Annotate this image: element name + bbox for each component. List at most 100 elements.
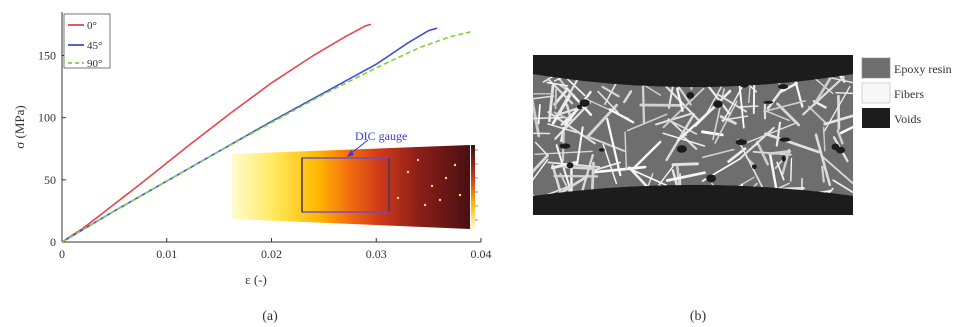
fiber [705, 80, 726, 116]
caption-b: (b) [690, 309, 707, 324]
fiber [714, 100, 738, 144]
void-pore [836, 146, 846, 154]
fiber [823, 114, 853, 126]
material-legend: Epoxy resin Fibers Voids [861, 57, 952, 128]
fiber [739, 126, 775, 159]
y-tick-label: 50 [44, 173, 56, 187]
fiber [837, 94, 841, 130]
void-pore [686, 92, 695, 99]
fiber [559, 84, 576, 97]
fiber [533, 95, 555, 100]
x-tick-label: 0.03 [366, 247, 387, 261]
micro-ct-slice [533, 55, 853, 215]
hotspot [458, 193, 462, 197]
fiber [767, 150, 792, 156]
chart-legend: 0° 45° 90° [63, 13, 111, 70]
void-pore [781, 155, 786, 162]
fiber [555, 144, 574, 199]
void-pore [735, 139, 747, 146]
fiber [655, 112, 693, 126]
hotspot [430, 184, 434, 188]
fiber [533, 97, 541, 138]
x-tick-label: 0.01 [156, 247, 177, 261]
fiber [727, 147, 747, 163]
colorbar-ticks [475, 149, 478, 221]
fiber [601, 85, 620, 98]
fiber [597, 90, 619, 114]
fiber [822, 126, 826, 152]
fiber [835, 92, 853, 95]
dic-gauge-label: DIC gauge [355, 129, 407, 143]
y-axis-label: σ (MPa) [12, 105, 27, 148]
fiber [820, 154, 853, 185]
void-pore [706, 174, 716, 183]
void-pore [598, 148, 605, 152]
fiber [546, 185, 571, 196]
fiber [580, 153, 594, 194]
stress-strain-chart: 0 0.01 0.02 0.03 0.04 0 50 100 150 DIC gauge 0° … [12, 12, 492, 287]
fiber [823, 85, 851, 133]
y-tick-label: 100 [38, 111, 56, 125]
void-pore [577, 104, 582, 110]
legend-box [63, 13, 111, 69]
fiber [776, 161, 785, 181]
fiber [606, 117, 622, 177]
fiber [553, 111, 570, 121]
data-series [62, 23, 471, 242]
x-tick-label: 0.04 [471, 247, 492, 261]
hotspot [453, 163, 457, 167]
fiber [631, 140, 662, 171]
void-pore [713, 100, 723, 108]
fiber [585, 135, 626, 152]
axis-ticks: 0 0.01 0.02 0.03 0.04 0 50 100 150 [38, 49, 492, 261]
x-tick-label: 0.02 [261, 247, 282, 261]
fiber [676, 87, 684, 112]
fiber [662, 87, 705, 129]
dic-gauge-arrowhead [347, 150, 354, 157]
fiber [546, 81, 569, 87]
fiber [555, 75, 581, 119]
fiber [664, 84, 700, 121]
void-pore [752, 164, 757, 169]
fiber [839, 125, 853, 135]
y-tick-label: 0 [50, 235, 56, 249]
fiber [626, 113, 668, 132]
fiber [669, 119, 698, 135]
fiber [768, 153, 778, 191]
fiber [547, 84, 555, 123]
x-axis-label: ε (-) [245, 272, 267, 287]
colorbar [471, 145, 475, 229]
hotspot [406, 170, 410, 174]
fiber [832, 179, 853, 193]
fiber [537, 104, 541, 125]
legend-voids-label: Voids [894, 112, 921, 126]
void-pore [559, 143, 571, 149]
hotspot [416, 158, 420, 162]
legend-epoxy-label: Epoxy resin [894, 62, 952, 76]
y-tick-label: 150 [38, 49, 56, 63]
fiber [814, 133, 832, 187]
fiber [662, 132, 706, 147]
fiber [594, 161, 621, 171]
void-pore [579, 99, 590, 107]
legend-fibers-label: Fibers [894, 87, 924, 101]
fiber [764, 110, 790, 122]
void-pore [676, 145, 687, 153]
void-top-mask [533, 55, 853, 87]
hotspot [396, 196, 400, 200]
void-hotspots [396, 158, 462, 207]
void-pore [763, 100, 774, 104]
fiber [763, 100, 806, 113]
caption-a: (a) [262, 309, 278, 324]
x-tick-label: 0 [59, 247, 65, 261]
fiber [602, 143, 618, 185]
void-pore [777, 84, 789, 90]
fiber [764, 132, 821, 154]
fiber [807, 105, 827, 124]
fiber [553, 88, 568, 106]
void-bottom-mask [533, 185, 853, 215]
fiber [533, 154, 549, 174]
fiber [790, 157, 793, 182]
fiber [633, 169, 668, 186]
void-pore [566, 162, 574, 169]
